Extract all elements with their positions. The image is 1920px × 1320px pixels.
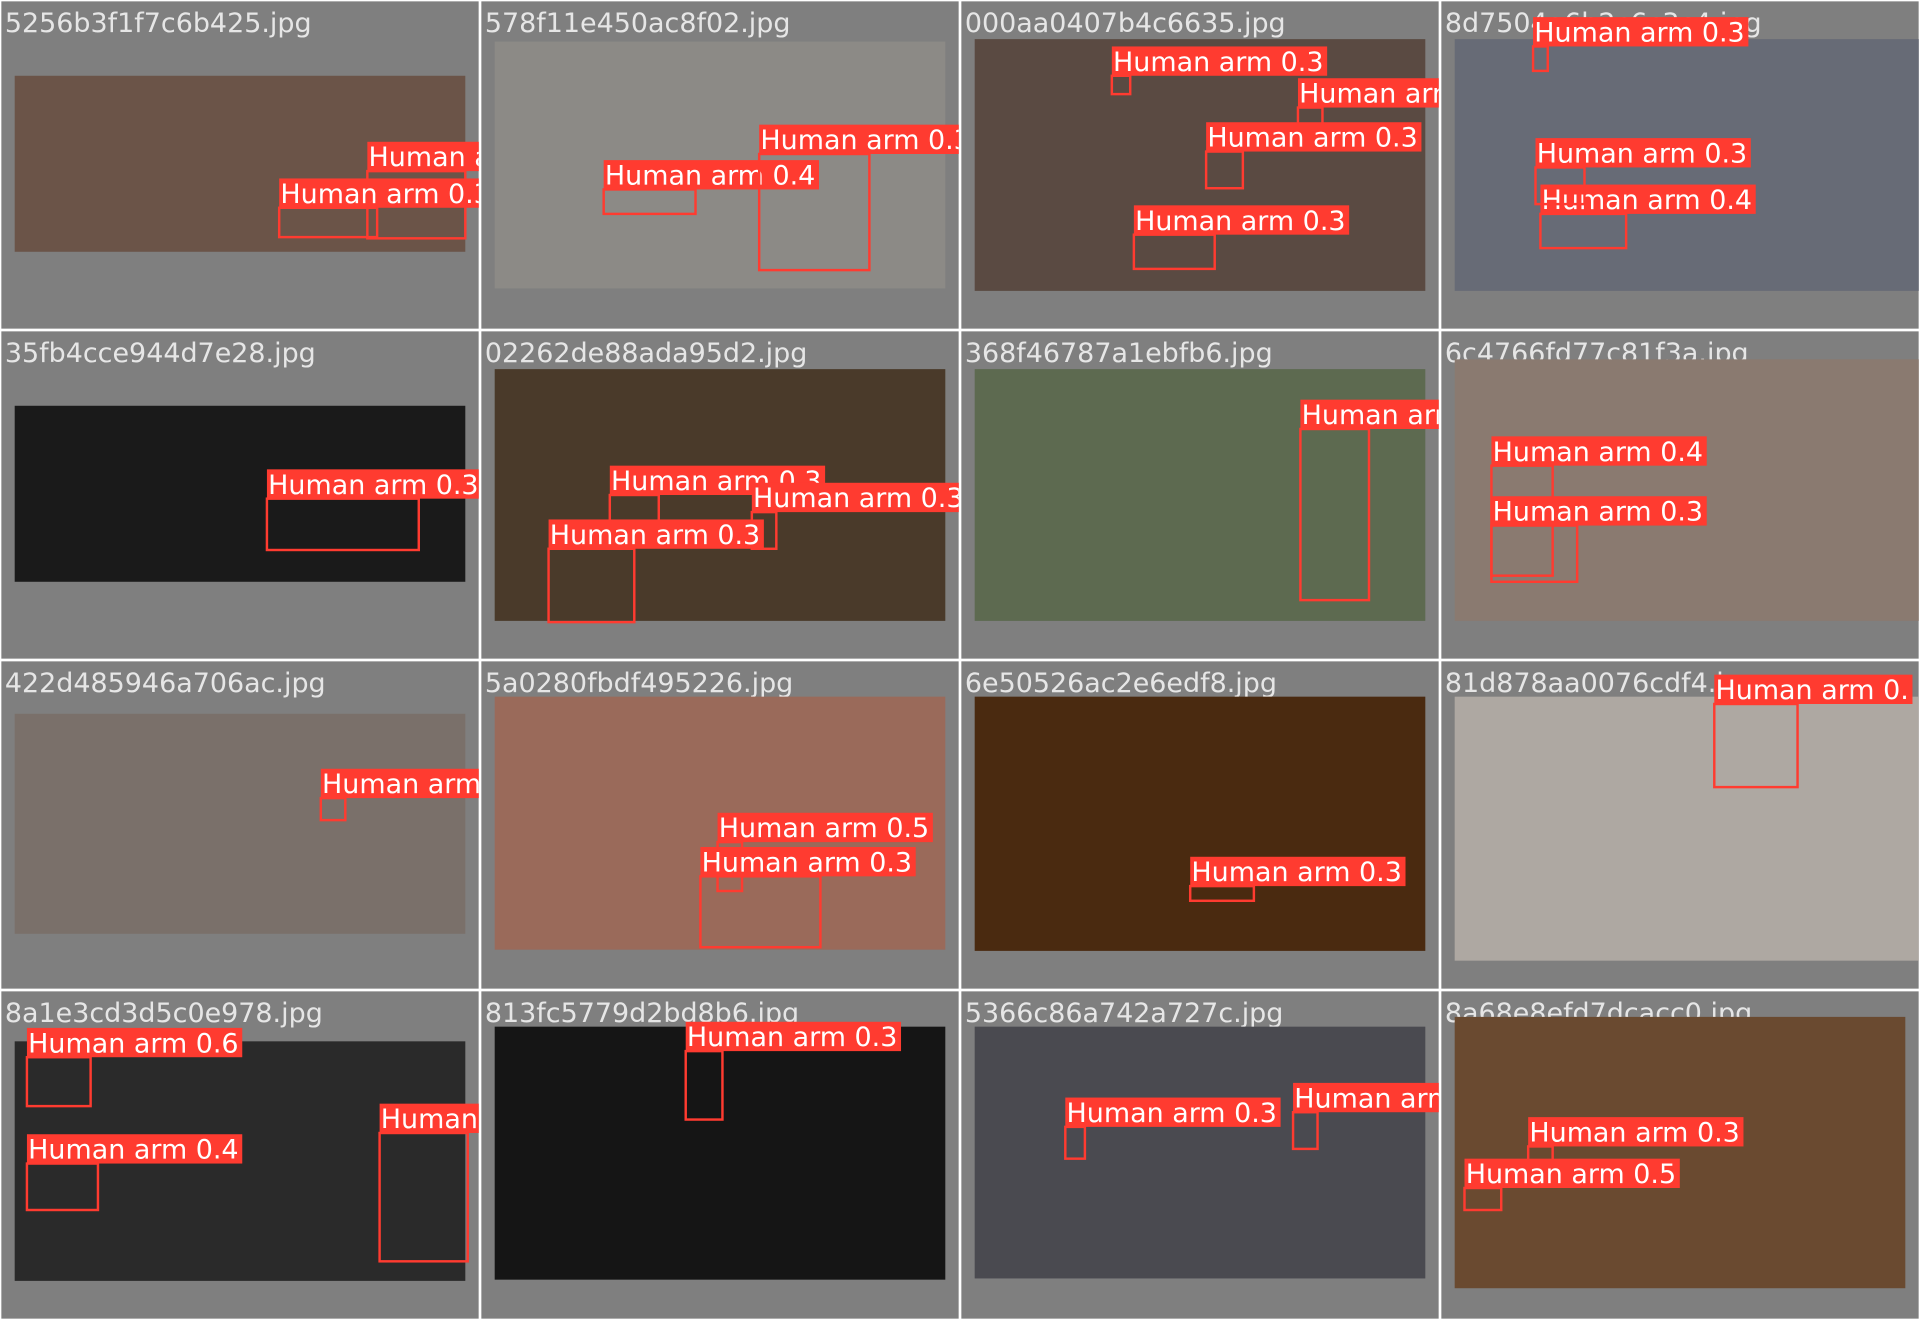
file-name: 368f46787a1ebfb6.jpg bbox=[965, 338, 1273, 369]
detection-label: Human arm 0.4 bbox=[28, 1135, 238, 1166]
image bbox=[1454, 359, 1919, 621]
label-background bbox=[279, 178, 479, 208]
detection-label: Human arm 0.3 bbox=[687, 1022, 897, 1053]
detection-label: Human arm 0.3 bbox=[1529, 1118, 1739, 1149]
detection-label: Human arm 0.3 bbox=[1207, 123, 1417, 154]
detection-label: Human arm 0.3 bbox=[268, 470, 478, 501]
file-name: 5a0280fbdf495226.jpg bbox=[485, 668, 793, 699]
label-background bbox=[685, 1021, 902, 1052]
label-background bbox=[379, 1103, 479, 1133]
label-background bbox=[26, 1027, 243, 1058]
label-background bbox=[1293, 1082, 1439, 1113]
image bbox=[494, 1026, 946, 1280]
file-name: 000aa0407b4c6635.jpg bbox=[965, 8, 1286, 39]
result-cell: 5366c86a742a727c.jpg Human arm 0.3 Human a… bbox=[961, 991, 1504, 1319]
result-cell: 422d485946a706ac.jpg Human arm 0.3 bbox=[1, 661, 532, 989]
label-background bbox=[1206, 122, 1422, 152]
image bbox=[1454, 1016, 1906, 1289]
detection-label: Human arm 0.6 bbox=[28, 1028, 238, 1059]
label-background bbox=[1464, 1158, 1680, 1188]
label-background bbox=[751, 482, 959, 513]
label-background bbox=[1133, 205, 1350, 235]
detection-label: Human arm 0. bbox=[1716, 675, 1909, 706]
detection-label: Human arm 0.4 bbox=[1299, 79, 1509, 110]
result-cell: 5256b3f1f7c6b425.jpg Human arm 0.4 Human a… bbox=[1, 1, 579, 329]
label-background bbox=[700, 847, 916, 877]
label-background bbox=[548, 519, 764, 549]
label-background bbox=[717, 812, 933, 843]
label-background bbox=[1714, 674, 1913, 704]
detection-label: Human arm 0.3 bbox=[550, 520, 760, 551]
label-background bbox=[1491, 496, 1707, 526]
label-background bbox=[759, 124, 959, 154]
label-background bbox=[1491, 436, 1707, 466]
detection-label: Human arm 0.3 bbox=[1113, 47, 1323, 78]
detection-label: Human arm 0.3 bbox=[1294, 1083, 1504, 1114]
detection-label: Human arm 0.4 bbox=[605, 161, 815, 192]
label-background bbox=[1300, 399, 1439, 429]
detection-label: Human arm 0.3 bbox=[1534, 18, 1744, 49]
file-name: 6e50526ac2e6edf8.jpg bbox=[965, 668, 1277, 699]
label-background bbox=[1533, 17, 1749, 47]
label-background bbox=[320, 768, 479, 799]
detection-label: Human arm 0.4 bbox=[1493, 437, 1703, 468]
result-cell: 02262de88ada95d2.jpg Human arm 0.3 Human a… bbox=[481, 331, 963, 659]
file-name: 35fb4cce944d7e28.jpg bbox=[5, 338, 316, 369]
detection-label: Human arm 0.3 bbox=[1493, 497, 1703, 528]
detection-label: Human arm 0.3 bbox=[1067, 1098, 1277, 1129]
detection-label: Human arm 0.3 bbox=[1191, 857, 1401, 888]
image bbox=[974, 1026, 1426, 1279]
file-name: 578f11e450ac8f02.jpg bbox=[485, 8, 791, 39]
detection-label: Human arm 0.5 bbox=[719, 813, 929, 844]
label-background bbox=[266, 469, 479, 499]
detection-label: Human arm 0.5 bbox=[1302, 400, 1512, 431]
label-background bbox=[1065, 1097, 1281, 1127]
label-background bbox=[1540, 184, 1756, 214]
result-cell: 35fb4cce944d7e28.jpg Human arm 0.3 bbox=[1, 331, 479, 659]
file-name: 422d485946a706ac.jpg bbox=[5, 668, 326, 699]
detection-label: Human arm 0.3 bbox=[702, 847, 912, 878]
file-name: 5256b3f1f7c6b425.jpg bbox=[5, 8, 312, 39]
image bbox=[974, 696, 1426, 951]
detection-label: Human arm 0.3 bbox=[280, 179, 490, 210]
label-background bbox=[1111, 46, 1328, 76]
label-background bbox=[26, 1134, 243, 1164]
detection-label: Human arm 0.3 bbox=[322, 769, 532, 800]
file-name: 8a1e3cd3d5c0e978.jpg bbox=[5, 998, 323, 1029]
detection-label: Human arm 0.3 bbox=[1135, 206, 1345, 237]
label-background bbox=[603, 160, 819, 190]
label-background bbox=[1297, 78, 1439, 108]
label-background bbox=[367, 141, 479, 172]
image bbox=[14, 713, 466, 934]
label-background bbox=[1528, 1117, 1744, 1147]
file-name: 81d878aa0076cdf4.jpg bbox=[1445, 668, 1758, 699]
result-cell: 368f46787a1ebfb6.jpg Human arm 0.5 bbox=[961, 331, 1512, 659]
label-background bbox=[1190, 856, 1406, 887]
detection-label: Human arm 0.4 bbox=[1542, 185, 1752, 216]
detection-label: Human arm 0.6 bbox=[381, 1104, 591, 1135]
detection-label: Human arm 0.3 bbox=[760, 125, 970, 156]
file-name: 02262de88ada95d2.jpg bbox=[485, 338, 807, 369]
result-cell: 6e50526ac2e6edf8.jpg Human arm 0.3 bbox=[961, 661, 1439, 989]
file-name: 5366c86a742a727c.jpg bbox=[965, 998, 1283, 1029]
label-background bbox=[1535, 138, 1751, 168]
detection-label: Human arm 0.4 bbox=[369, 142, 579, 173]
result-cell: 578f11e450ac8f02.jpg Human arm 0.4 Human a… bbox=[481, 1, 970, 329]
detection-label: Human arm 0.3 bbox=[753, 483, 963, 514]
detection-label: Human arm 0.5 bbox=[1466, 1159, 1676, 1190]
detection-label: Human arm 0.3 bbox=[1537, 139, 1747, 170]
image bbox=[1454, 696, 1919, 961]
